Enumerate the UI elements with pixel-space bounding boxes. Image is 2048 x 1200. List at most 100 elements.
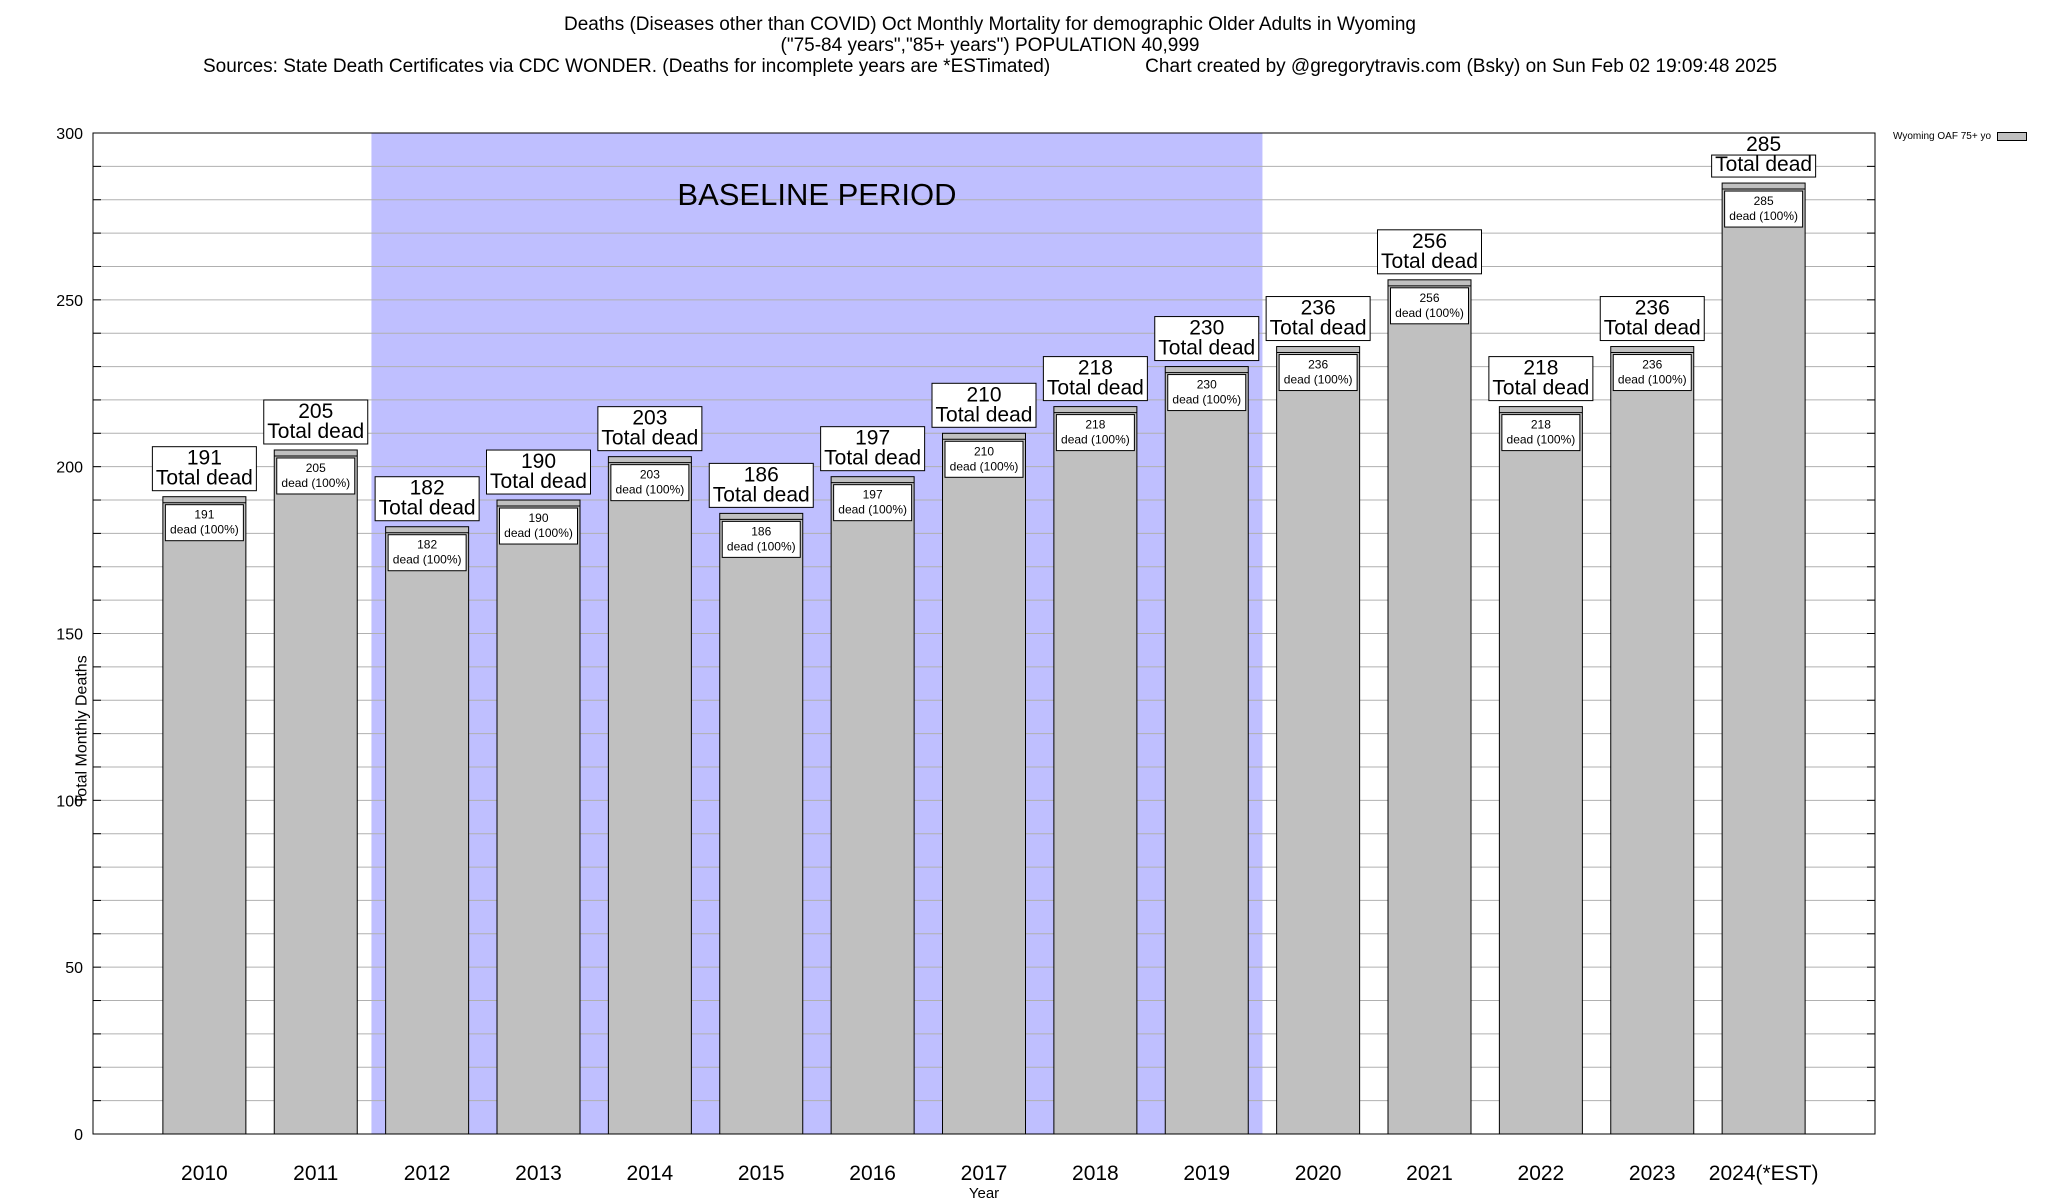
inner-label-box	[1167, 374, 1247, 412]
x-axis-label: Year	[969, 1185, 999, 1200]
top-label-text: Total dead	[379, 497, 476, 520]
top-label-box	[1599, 296, 1705, 342]
inner-label-value: 285	[1754, 194, 1774, 208]
title-line-3: Sources: State Death Certificates via CD…	[0, 56, 1980, 77]
y-axis-label: Total Monthly Deaths	[73, 655, 91, 805]
y-tick-label: 200	[56, 460, 83, 477]
top-label-text: Total dead	[490, 470, 587, 493]
top-label-text: Total dead	[1158, 337, 1255, 360]
y-tick-label: 50	[65, 960, 83, 977]
inner-label-value: 210	[974, 444, 994, 458]
top-label-text: Total dead	[1047, 377, 1144, 400]
inner-label-text: dead (100%)	[281, 476, 350, 490]
x-tick-label: 2018	[1072, 1162, 1119, 1185]
inner-label-box	[944, 440, 1024, 478]
inner-label-box	[721, 520, 801, 558]
top-label-value: 190	[521, 450, 556, 473]
top-label-box	[1265, 296, 1371, 342]
x-tick-label: 2012	[404, 1162, 451, 1185]
inner-label-box	[1501, 414, 1581, 452]
bar	[1498, 406, 1583, 1135]
bar	[1276, 346, 1361, 1135]
top-label-box	[1711, 154, 1817, 178]
top-label-text: Total dead	[713, 483, 810, 506]
inner-label-value: 236	[1642, 358, 1662, 372]
y-tick-label: 0	[74, 1127, 83, 1144]
top-label-text: Total dead	[1270, 317, 1367, 340]
x-tick-label: 2015	[738, 1162, 785, 1185]
top-label-value: 203	[632, 407, 667, 430]
top-label-box	[931, 382, 1037, 428]
inner-label-box	[1724, 190, 1804, 228]
credit-text: Chart created by @gregorytravis.com (Bsk…	[1145, 56, 1778, 77]
x-tick-label: 2022	[1518, 1162, 1565, 1185]
top-label-box	[374, 476, 480, 522]
top-label-value: 236	[1635, 297, 1670, 320]
inner-label-value: 230	[1197, 378, 1217, 392]
inner-label-value: 186	[751, 524, 771, 538]
top-label-value: 256	[1412, 230, 1447, 253]
inner-label-text: dead (100%)	[1172, 393, 1241, 407]
x-tick-label: 2013	[515, 1162, 562, 1185]
top-label-box	[151, 446, 257, 492]
top-label-box	[1042, 356, 1148, 402]
chart-title: Deaths (Diseases other than COVID) Oct M…	[0, 14, 1980, 77]
legend-label: Wyoming OAF 75+ yo	[1893, 131, 1992, 142]
sources-text: Sources: State Death Certificates via CD…	[202, 56, 1051, 77]
inner-label-text: dead (100%)	[1729, 209, 1798, 223]
top-label-text: Total dead	[601, 427, 698, 450]
legend: Wyoming OAF 75+ yo	[1893, 131, 2028, 142]
inner-label-value: 256	[1419, 291, 1439, 305]
top-label-box	[1154, 316, 1260, 362]
top-label-box	[708, 462, 814, 508]
x-tick-label: 2019	[1183, 1162, 1230, 1185]
top-label-value: 210	[966, 383, 1001, 406]
top-label-value: 218	[1523, 357, 1558, 380]
top-label-text: Total dead	[267, 420, 364, 443]
bar	[385, 526, 470, 1135]
x-tick-label: 2011	[293, 1162, 338, 1185]
top-label-box	[597, 406, 703, 452]
x-tick-label: 2017	[961, 1162, 1008, 1185]
x-tick-label: 2014	[627, 1162, 674, 1185]
inner-label-box	[164, 504, 244, 542]
top-label-box	[263, 399, 369, 445]
top-label-box	[1488, 356, 1594, 402]
bar	[273, 449, 358, 1135]
inner-label-value: 218	[1531, 418, 1551, 432]
top-label-text: Total dead	[156, 467, 253, 490]
x-tick-label: 2016	[849, 1162, 896, 1185]
inner-label-text: dead (100%)	[1061, 433, 1130, 447]
top-label-value: 236	[1301, 297, 1336, 320]
top-label-text: Total dead	[936, 403, 1033, 426]
top-label-box	[486, 449, 591, 495]
top-label-value: 218	[1078, 357, 1113, 380]
inner-label-text: dead (100%)	[950, 459, 1019, 473]
inner-label-box	[276, 457, 356, 495]
top-label-value: 191	[187, 447, 222, 470]
inner-label-box	[833, 484, 913, 522]
title-line-1: Deaths (Diseases other than COVID) Oct M…	[564, 14, 1416, 35]
bar	[607, 456, 692, 1135]
top-label-text: Total dead	[1492, 377, 1589, 400]
inner-label-box	[610, 464, 690, 502]
top-label-value: 182	[410, 477, 445, 500]
bar	[496, 499, 581, 1135]
inner-label-box	[1278, 354, 1358, 392]
bar	[162, 496, 247, 1135]
inner-label-value: 182	[417, 538, 437, 552]
y-tick-label: 250	[56, 293, 83, 310]
y-tick-label: 300	[56, 126, 83, 143]
inner-label-text: dead (100%)	[1618, 373, 1687, 387]
x-tick-label: 2010	[181, 1162, 228, 1185]
inner-label-box	[387, 534, 467, 572]
bar	[1053, 406, 1138, 1135]
bar	[830, 476, 915, 1135]
y-tick-label: 150	[56, 627, 83, 644]
bar	[1387, 279, 1472, 1135]
top-label-value: 197	[855, 427, 890, 450]
top-label-value: 205	[298, 400, 333, 423]
bar	[1721, 182, 1806, 1135]
legend-swatch	[1997, 132, 2028, 141]
